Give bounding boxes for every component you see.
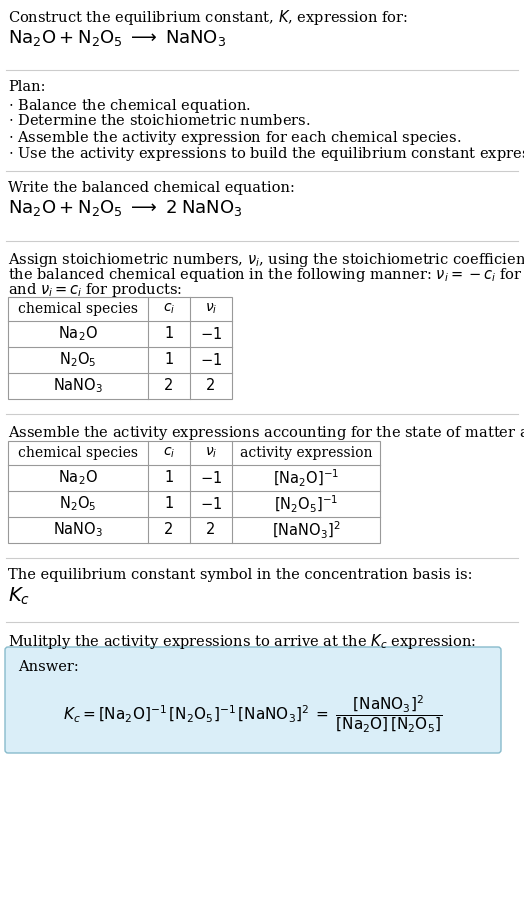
Text: Answer:: Answer: [18, 660, 79, 674]
Text: $\mathrm{Na_2O + N_2O_5 \;\longrightarrow\; 2\;NaNO_3}$: $\mathrm{Na_2O + N_2O_5 \;\longrightarro… [8, 198, 243, 218]
Text: $-1$: $-1$ [200, 352, 222, 368]
Text: $\mathrm{N_2O_5}$: $\mathrm{N_2O_5}$ [59, 350, 96, 369]
Text: $\mathrm{NaNO_3}$: $\mathrm{NaNO_3}$ [53, 377, 103, 396]
Bar [8, 441, 380, 543]
Text: $-1$: $-1$ [200, 496, 222, 512]
Text: $c_i$: $c_i$ [163, 446, 175, 460]
Text: Assemble the activity expressions accounting for the state of matter and $\nu_i$: Assemble the activity expressions accoun… [8, 424, 524, 442]
Text: $\mathrm{Na_2O}$: $\mathrm{Na_2O}$ [58, 324, 98, 343]
Text: Write the balanced chemical equation:: Write the balanced chemical equation: [8, 181, 295, 195]
Text: $\mathrm{Na_2O}$: $\mathrm{Na_2O}$ [58, 469, 98, 487]
Text: The equilibrium constant symbol in the concentration basis is:: The equilibrium constant symbol in the c… [8, 568, 473, 582]
Text: $c_i$: $c_i$ [163, 302, 175, 316]
Text: 1: 1 [165, 496, 173, 512]
Text: Assign stoichiometric numbers, $\nu_i$, using the stoichiometric coefficients, $: Assign stoichiometric numbers, $\nu_i$, … [8, 251, 524, 269]
Text: $\nu_i$: $\nu_i$ [205, 302, 217, 316]
Text: Construct the equilibrium constant, $K$, expression for:: Construct the equilibrium constant, $K$,… [8, 8, 408, 27]
Text: $\cdot$ Assemble the activity expression for each chemical species.: $\cdot$ Assemble the activity expression… [8, 129, 461, 147]
Text: 2: 2 [206, 378, 216, 394]
FancyBboxPatch shape [5, 647, 501, 753]
Text: $\mathrm{N_2O_5}$: $\mathrm{N_2O_5}$ [59, 495, 96, 514]
Text: $-1$: $-1$ [200, 470, 222, 486]
Text: $[\mathrm{NaNO_3}]^{2}$: $[\mathrm{NaNO_3}]^{2}$ [272, 520, 340, 541]
Text: chemical species: chemical species [18, 302, 138, 316]
Text: 1: 1 [165, 470, 173, 486]
Text: 1: 1 [165, 326, 173, 341]
Text: chemical species: chemical species [18, 446, 138, 460]
Text: $\cdot$ Determine the stoichiometric numbers.: $\cdot$ Determine the stoichiometric num… [8, 113, 310, 128]
Text: and $\nu_i = c_i$ for products:: and $\nu_i = c_i$ for products: [8, 281, 182, 299]
Text: $K_c = [\mathrm{Na_2O}]^{-1}\,[\mathrm{N_2O_5}]^{-1}\,[\mathrm{NaNO_3}]^{2}\;=\;: $K_c = [\mathrm{Na_2O}]^{-1}\,[\mathrm{N… [63, 694, 443, 734]
Text: 1: 1 [165, 352, 173, 368]
Text: the balanced chemical equation in the following manner: $\nu_i = -c_i$ for react: the balanced chemical equation in the fo… [8, 266, 524, 284]
Text: 2: 2 [165, 378, 173, 394]
Text: $\nu_i$: $\nu_i$ [205, 446, 217, 460]
Text: $\mathrm{Na_2O + N_2O_5 \;\longrightarrow\; NaNO_3}$: $\mathrm{Na_2O + N_2O_5 \;\longrightarro… [8, 28, 226, 48]
Text: $\cdot$ Use the activity expressions to build the equilibrium constant expressio: $\cdot$ Use the activity expressions to … [8, 145, 524, 163]
Text: 2: 2 [206, 523, 216, 538]
Text: $-1$: $-1$ [200, 326, 222, 342]
Text: $\cdot$ Balance the chemical equation.: $\cdot$ Balance the chemical equation. [8, 97, 251, 115]
Bar [8, 297, 232, 399]
Text: $\mathrm{NaNO_3}$: $\mathrm{NaNO_3}$ [53, 521, 103, 540]
Text: Plan:: Plan: [8, 80, 46, 94]
Text: $K_c$: $K_c$ [8, 586, 30, 607]
Text: Mulitply the activity expressions to arrive at the $K_c$ expression:: Mulitply the activity expressions to arr… [8, 632, 476, 651]
Text: activity expression: activity expression [240, 446, 372, 460]
Text: 2: 2 [165, 523, 173, 538]
Text: $[\mathrm{Na_2O}]^{-1}$: $[\mathrm{Na_2O}]^{-1}$ [273, 468, 339, 488]
Text: $[\mathrm{N_2O_5}]^{-1}$: $[\mathrm{N_2O_5}]^{-1}$ [274, 494, 338, 514]
